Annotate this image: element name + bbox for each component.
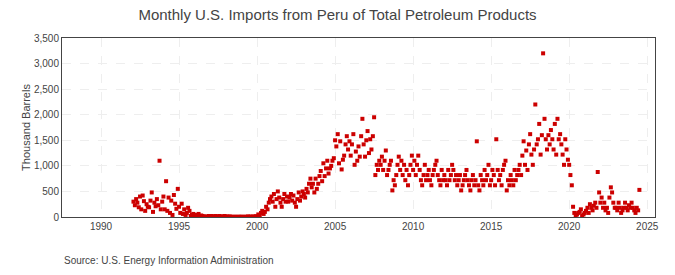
svg-text:1995: 1995: [168, 221, 191, 232]
svg-text:1,000: 1,000: [34, 160, 59, 171]
svg-text:2005: 2005: [324, 221, 347, 232]
svg-text:2025: 2025: [636, 221, 659, 232]
svg-text:Monthly U.S. Imports from Peru: Monthly U.S. Imports from Peru of Total …: [138, 6, 536, 23]
svg-text:2,000: 2,000: [34, 109, 59, 120]
svg-text:2020: 2020: [558, 221, 581, 232]
svg-text:1,500: 1,500: [34, 135, 59, 146]
svg-text:1990: 1990: [90, 221, 113, 232]
svg-text:2000: 2000: [246, 221, 269, 232]
svg-text:3,500: 3,500: [34, 33, 59, 44]
svg-text:2010: 2010: [402, 221, 425, 232]
svg-text:500: 500: [42, 186, 59, 197]
svg-text:Thousand Barrels: Thousand Barrels: [20, 84, 32, 171]
svg-text:2015: 2015: [480, 221, 503, 232]
svg-text:0: 0: [53, 212, 59, 223]
svg-text:2,500: 2,500: [34, 84, 59, 95]
svg-text:Source: U.S. Energy Informatio: Source: U.S. Energy Information Administ…: [64, 255, 274, 266]
svg-text:3,000: 3,000: [34, 58, 59, 69]
